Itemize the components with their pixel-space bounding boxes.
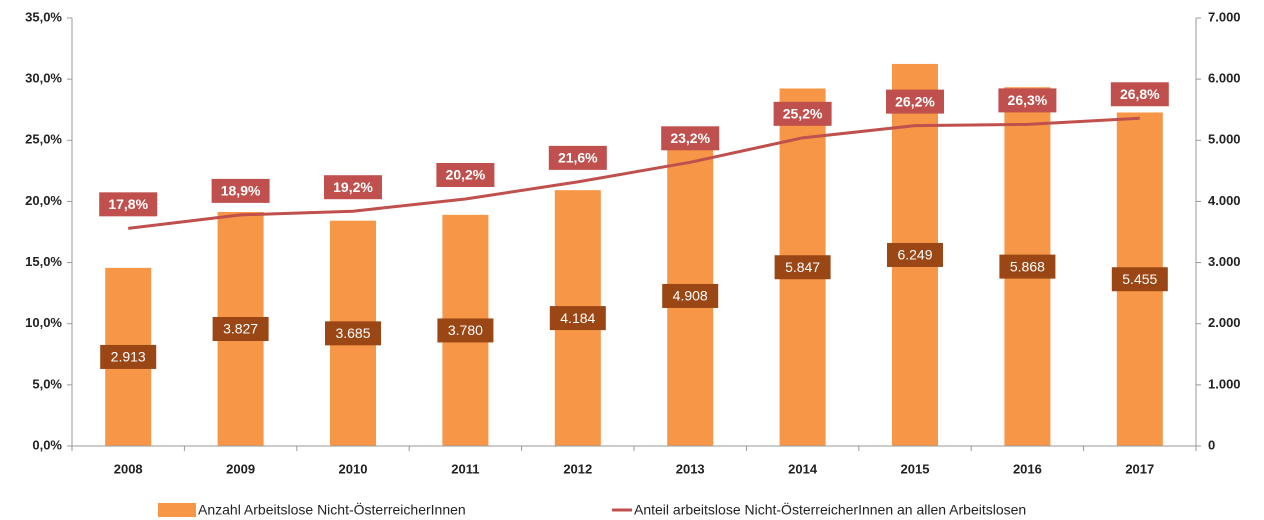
value-label-box (211, 178, 270, 203)
legend-swatch (158, 503, 196, 517)
value-label-box (774, 255, 831, 280)
value-label: 17,8% (108, 196, 148, 212)
x-tick-label: 2011 (451, 461, 479, 476)
value-label: 6.249 (897, 247, 932, 263)
value-label-box (886, 89, 944, 114)
value-label: 18,9% (221, 183, 261, 199)
y-tick-label: 20,0% (25, 193, 62, 208)
x-tick-label: 2010 (339, 461, 368, 476)
value-label-box (437, 318, 494, 343)
value-label: 23,2% (670, 130, 710, 146)
x-tick-label: 2012 (563, 461, 592, 476)
value-label: 20,2% (446, 167, 486, 183)
value-label-box (100, 344, 157, 369)
value-label: 4.908 (673, 288, 708, 304)
x-tick-label: 2014 (788, 461, 818, 476)
y-tick-label: 5,0% (32, 376, 62, 391)
y-tick-label: 10,0% (25, 315, 62, 330)
value-label: 19,2% (333, 179, 373, 195)
value-label: 26,8% (1120, 86, 1160, 102)
legend-label: Anzahl Arbeitslose Nicht-ÖsterreicherInn… (198, 501, 466, 518)
y2-tick-label: 7.000 (1208, 9, 1241, 24)
y-tick-label: 35,0% (25, 9, 62, 24)
x-tick-label: 2015 (901, 461, 930, 476)
value-label-box (324, 175, 382, 200)
value-label: 3.827 (223, 321, 258, 337)
value-label: 21,6% (558, 150, 598, 166)
y-tick-label: 0,0% (32, 437, 62, 452)
y-tick-label: 25,0% (25, 132, 62, 147)
value-label-box (662, 283, 719, 308)
value-label-box (661, 126, 720, 151)
value-label-box (548, 145, 607, 170)
value-label-box (999, 254, 1056, 279)
value-label-box (325, 321, 381, 346)
x-tick-label: 2008 (114, 461, 143, 476)
y2-tick-label: 1.000 (1208, 376, 1241, 391)
y2-tick-label: 6.000 (1208, 71, 1241, 86)
value-label: 5.868 (1010, 258, 1045, 274)
value-label: 5.455 (1122, 271, 1157, 287)
value-label-box (1110, 82, 1169, 107)
value-label: 3.685 (335, 325, 370, 341)
value-label: 3.780 (448, 322, 483, 338)
value-label: 4.184 (560, 310, 595, 326)
x-tick-label: 2009 (226, 461, 255, 476)
value-label-box (998, 88, 1057, 113)
value-label: 25,2% (783, 106, 823, 122)
x-tick-label: 2013 (676, 461, 705, 476)
value-label-box (436, 162, 495, 187)
y2-tick-label: 2.000 (1208, 315, 1241, 330)
value-label-box (773, 101, 832, 126)
value-label: 2.913 (111, 349, 146, 365)
value-label-box (887, 242, 943, 267)
y2-tick-label: 5.000 (1208, 132, 1241, 147)
line (128, 116, 1140, 230)
value-label: 26,2% (895, 93, 935, 109)
x-tick-label: 2016 (1013, 461, 1042, 476)
value-label-box (1111, 267, 1168, 292)
y2-tick-label: 4.000 (1208, 193, 1241, 208)
value-label: 5.847 (785, 259, 820, 275)
x-tick-label: 2017 (1125, 461, 1154, 476)
value-label-box (549, 306, 606, 331)
value-label-box (212, 317, 269, 342)
y2-tick-label: 0 (1208, 437, 1215, 452)
y-tick-label: 30,0% (25, 71, 62, 86)
legend-label: Anteil arbeitslose Nicht-ÖsterreicherInn… (634, 501, 1026, 518)
value-label-box (99, 192, 158, 217)
y2-tick-label: 3.000 (1208, 254, 1241, 269)
y-tick-label: 15,0% (25, 254, 62, 269)
value-label: 26,3% (1008, 92, 1048, 108)
